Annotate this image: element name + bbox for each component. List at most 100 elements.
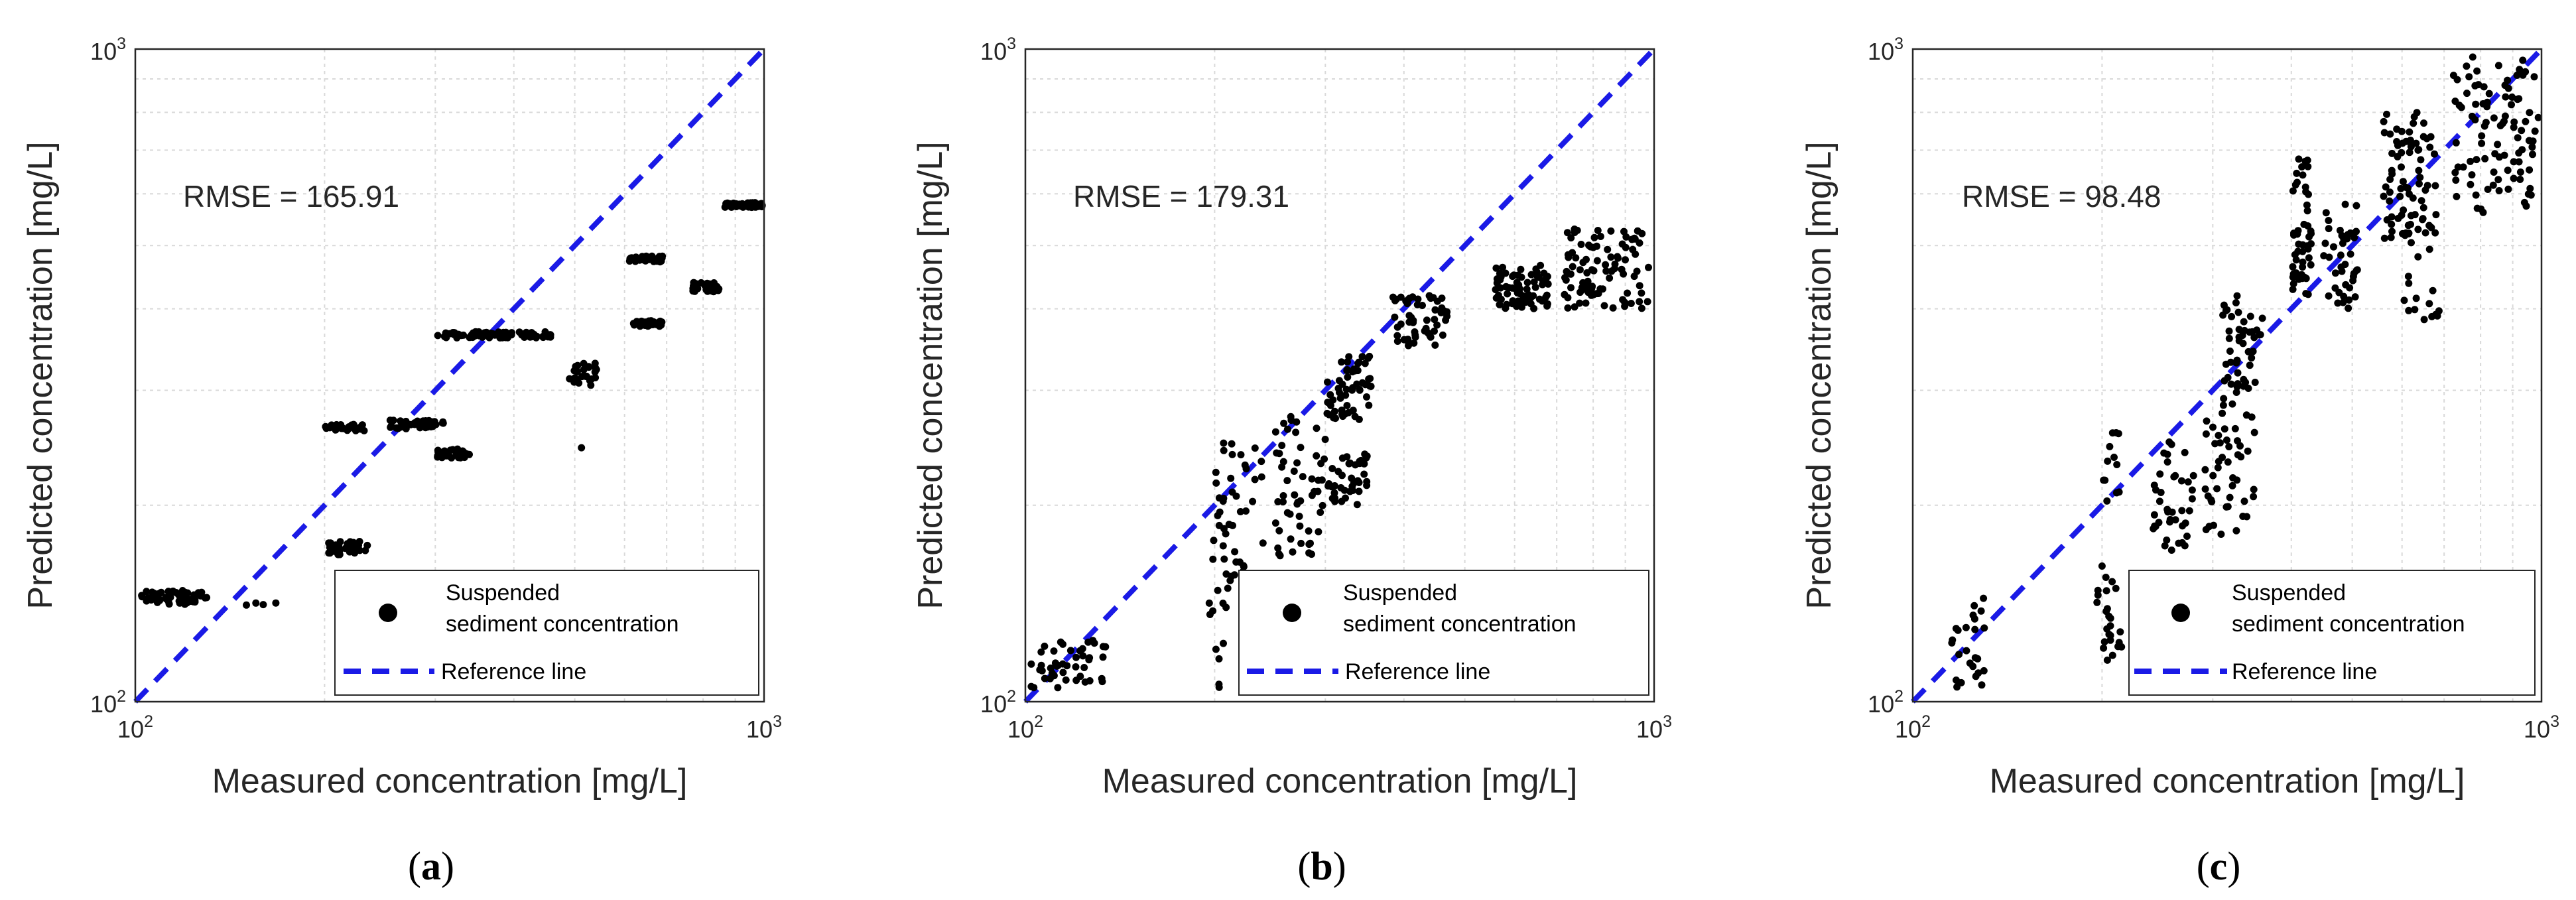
data-point	[2490, 114, 2498, 122]
data-point	[2220, 395, 2228, 403]
data-point	[1041, 642, 1049, 650]
data-point	[421, 420, 429, 428]
data-point	[730, 199, 738, 207]
data-point	[2429, 287, 2437, 294]
data-point	[1542, 275, 1550, 283]
data-point	[1228, 488, 1236, 496]
data-point	[1585, 241, 1592, 249]
data-point	[2341, 200, 2349, 208]
data-point	[1289, 548, 1297, 556]
data-point	[434, 332, 442, 340]
data-point	[2452, 139, 2460, 147]
data-point	[2423, 135, 2431, 143]
data-point	[1212, 645, 1220, 653]
data-point	[2307, 227, 2315, 235]
data-point	[1334, 468, 1342, 476]
panel-a: 103 102 102 103 Measured concentration […	[21, 34, 782, 888]
data-point	[2233, 292, 2241, 300]
data-point	[2167, 546, 2175, 554]
data-point	[2238, 332, 2246, 340]
data-point	[2338, 231, 2346, 239]
data-point	[631, 257, 639, 265]
data-point	[1206, 611, 1214, 618]
data-point	[1072, 663, 1080, 671]
data-point	[2383, 110, 2390, 118]
data-point	[2289, 280, 2297, 288]
data-point	[2234, 451, 2242, 459]
data-point	[2380, 117, 2388, 125]
data-point	[592, 374, 600, 381]
data-point	[2244, 447, 2252, 455]
data-point	[2106, 442, 2114, 450]
data-point	[1318, 476, 1326, 484]
data-point	[2414, 225, 2422, 233]
data-point	[2103, 497, 2111, 505]
data-point	[1636, 298, 1643, 306]
data-point	[2515, 95, 2523, 103]
data-point	[2242, 411, 2250, 419]
data-point	[402, 424, 410, 432]
data-point	[2160, 449, 2168, 457]
data-point	[2205, 523, 2213, 531]
data-point	[1278, 463, 1286, 471]
data-point	[2304, 245, 2312, 253]
data-point	[1276, 552, 1284, 560]
data-point	[2244, 385, 2252, 392]
data-point	[2232, 527, 2240, 535]
y-tick-label-top: 103	[980, 34, 1016, 65]
data-point	[2102, 587, 2110, 595]
data-point	[2407, 143, 2415, 151]
data-point	[1530, 278, 1538, 286]
data-point	[1409, 318, 1417, 326]
data-point	[2382, 183, 2390, 191]
data-point	[346, 538, 354, 546]
data-point	[344, 426, 352, 434]
data-point	[2242, 379, 2250, 387]
data-points	[138, 199, 766, 609]
data-point	[2150, 511, 2158, 519]
data-point	[2530, 73, 2538, 81]
data-point	[2420, 316, 2428, 324]
panel-c: 103 102 102 103 Measured concentration […	[1800, 34, 2559, 888]
data-point	[2250, 428, 2258, 436]
data-point	[1324, 399, 1332, 407]
data-point	[1292, 428, 1300, 436]
data-point	[143, 597, 151, 605]
data-point	[1569, 263, 1577, 271]
data-point	[630, 321, 638, 329]
data-point	[1439, 331, 1447, 339]
data-point	[1492, 286, 1500, 294]
data-point	[357, 422, 365, 430]
data-point	[2405, 190, 2413, 198]
data-point	[1308, 475, 1316, 483]
data-point	[174, 591, 182, 599]
x-tick-label-right: 103	[746, 712, 782, 743]
data-point	[2100, 644, 2108, 652]
data-point	[2410, 113, 2418, 121]
data-point	[446, 330, 454, 338]
data-point	[1321, 436, 1329, 443]
data-point	[1361, 359, 1369, 367]
data-point	[1431, 316, 1439, 324]
data-point	[2414, 253, 2422, 261]
data-point	[1222, 570, 1230, 578]
data-point	[575, 379, 583, 387]
data-point	[1050, 647, 1058, 655]
data-point	[570, 367, 578, 375]
data-point	[1216, 508, 1224, 516]
legend-box	[334, 570, 759, 696]
data-point	[2240, 497, 2248, 505]
data-point	[2463, 62, 2471, 70]
data-point	[2233, 476, 2241, 484]
data-point	[2516, 66, 2524, 74]
data-point	[1351, 413, 1359, 420]
reference-line	[1911, 47, 2544, 704]
data-point	[166, 590, 174, 597]
data-point	[1611, 260, 1619, 268]
data-point	[1543, 302, 1551, 310]
grid	[1025, 49, 1654, 702]
data-point	[460, 448, 468, 456]
data-point	[1400, 336, 1408, 344]
reference-line	[133, 47, 766, 704]
data-point	[1393, 332, 1401, 340]
